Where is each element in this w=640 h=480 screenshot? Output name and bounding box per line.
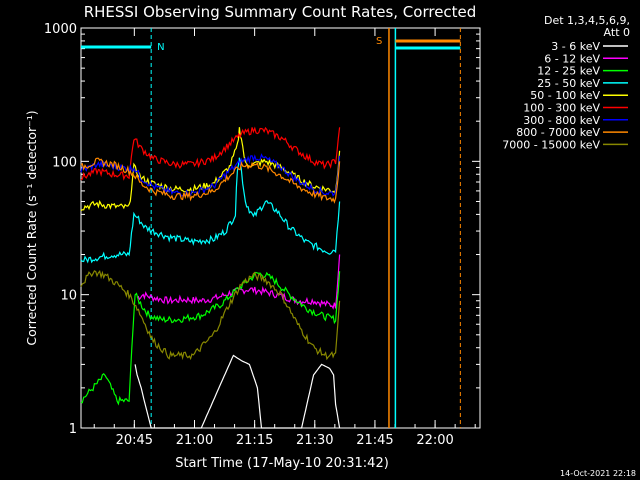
x-tick-label: 21:15: [236, 433, 273, 448]
x-tick-label: 21:30: [296, 433, 333, 448]
legend-entry: 50 - 100 keV: [530, 89, 600, 102]
y-tick-label: 1: [69, 422, 77, 437]
y-tick-label: 100: [52, 155, 77, 170]
series-line: [80, 157, 341, 264]
legend-entry: 7000 - 15000 keV: [502, 138, 600, 151]
plot-area: 20:45 21:00 21:15 21:30 21:45 22:00 1 10 100 1000: [44, 22, 481, 448]
legend-entry: 6 - 12 keV: [544, 52, 600, 65]
series-line: [134, 354, 341, 429]
series-line: [80, 153, 341, 198]
x-tick-label: 22:00: [416, 433, 453, 448]
legend-title: Att 0: [604, 26, 630, 39]
annotations-group: NS: [157, 36, 382, 53]
legend-title: Det 1,3,4,5,6,9,: [544, 14, 630, 27]
x-tick-label: 21:45: [356, 433, 393, 448]
legend-entry: 25 - 50 keV: [537, 77, 600, 90]
legend-entry: 100 - 300 keV: [523, 102, 600, 115]
x-axis-label: Start Time (17-May-10 20:31:42): [175, 456, 389, 471]
legend-entry: 12 - 25 keV: [537, 65, 600, 78]
x-tick-label: 21:00: [176, 433, 213, 448]
legend-entry: 800 - 7000 keV: [516, 126, 600, 139]
x-tick-label: 20:45: [116, 433, 153, 448]
series-line: [80, 157, 341, 204]
series-line: [80, 270, 341, 361]
series-group: [80, 126, 341, 429]
annotation-s: S: [376, 36, 382, 47]
timestamp: 14-Oct-2021 22:18: [560, 469, 636, 478]
y-tick-label: 10: [60, 289, 77, 304]
y-tick-label: 1000: [44, 22, 77, 37]
orbit-bars: [81, 28, 461, 428]
chart-title: RHESSI Observing Summary Count Rates, Co…: [84, 3, 477, 21]
y-axis-label: Corrected Count Rate (s⁻¹ detector⁻¹): [24, 110, 39, 345]
series-line: [80, 271, 341, 406]
series-line: [80, 126, 341, 181]
legend-entry: 3 - 6 keV: [551, 40, 600, 53]
annotation-n: N: [157, 42, 164, 53]
legend-entry: 300 - 800 keV: [523, 114, 600, 127]
